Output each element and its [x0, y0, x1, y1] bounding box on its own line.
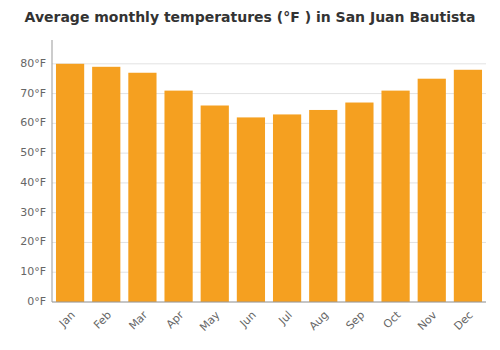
x-tick-label: Mar	[126, 308, 150, 332]
y-axis-line	[52, 40, 53, 302]
x-axis-line	[52, 302, 486, 303]
grid-line	[52, 302, 486, 303]
y-tick-label: 70°F	[20, 87, 46, 100]
y-tick-label: 50°F	[20, 146, 46, 159]
x-tick-label: Jan	[56, 309, 78, 331]
x-tick-label: May	[197, 308, 223, 334]
x-tick-label: Aug	[307, 309, 331, 333]
grid-line	[52, 63, 486, 64]
bar	[309, 110, 337, 302]
x-tick-label: Jun	[237, 309, 259, 331]
x-tick-label: Nov	[415, 308, 440, 333]
y-tick-label: 10°F	[20, 265, 46, 278]
y-tick-labels: 0°F 10°F 20°F 30°F 40°F 50°F 60°F 70°F 80°F	[20, 57, 46, 308]
y-tick-label: 30°F	[20, 206, 46, 219]
x-tick-label: Jul	[276, 309, 295, 328]
y-tick-label: 20°F	[20, 235, 46, 248]
bar	[128, 73, 156, 302]
bars	[56, 64, 482, 302]
x-tick-label: Oct	[381, 308, 404, 331]
x-tick-label: Feb	[91, 309, 114, 332]
y-grid	[52, 64, 486, 302]
title: Average monthly temperatures (°F ) in Sa…	[25, 9, 476, 25]
bar	[345, 103, 373, 302]
y-tick-label: 80°F	[20, 57, 46, 70]
x-tick-label: Sep	[343, 309, 367, 333]
y-tick-label: 40°F	[20, 176, 46, 189]
bar	[201, 106, 229, 303]
bar	[454, 70, 482, 302]
x-tick-labels: Jan Feb Mar Apr May Jun Jul Aug Sep Oct Nov Dec	[56, 308, 476, 334]
chart-container: 0°F 10°F 20°F 30°F 40°F 50°F 60°F 70°F 80°F Jan Fe…	[0, 0, 500, 350]
bar	[418, 79, 446, 302]
bar	[92, 67, 120, 302]
chart: 0°F 10°F 20°F 30°F 40°F 50°F 60°F 70°F 80°F Jan Fe…	[0, 0, 500, 350]
bar	[56, 64, 84, 302]
bar	[273, 114, 301, 302]
bar	[164, 91, 192, 302]
x-tick-label: Apr	[164, 308, 187, 331]
bar	[381, 91, 409, 302]
y-tick-label: 0°F	[27, 295, 46, 308]
x-tick-label: Dec	[451, 309, 475, 333]
bar	[237, 117, 265, 302]
y-tick-label: 60°F	[20, 116, 46, 129]
